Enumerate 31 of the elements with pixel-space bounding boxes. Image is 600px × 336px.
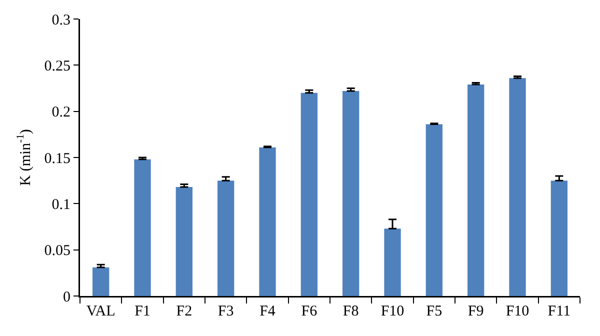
x-tick-label: F10 [506, 304, 530, 320]
x-tick-label: F5 [426, 304, 442, 320]
bar [259, 147, 276, 296]
bar [384, 228, 401, 296]
x-tick-label: F8 [342, 304, 359, 320]
bar [342, 91, 360, 296]
bar [509, 78, 526, 296]
x-tick-label: VAL [86, 304, 116, 320]
bar [176, 187, 192, 296]
x-tick-label: F4 [260, 304, 276, 320]
y-tick-label: 0.15 [44, 150, 70, 167]
x-tick-label: F1 [134, 304, 150, 320]
bar [468, 84, 484, 296]
bar [134, 159, 151, 296]
bar [92, 267, 110, 296]
y-tick-label: 0.3 [52, 12, 70, 28]
x-tick-label: F6 [301, 304, 318, 320]
y-tick-label: 0.2 [52, 104, 70, 121]
x-tick-label: F3 [218, 304, 234, 320]
bar [550, 180, 568, 296]
x-tick-label: F9 [468, 304, 484, 320]
y-tick-label: 0.1 [52, 196, 70, 213]
y-tick-label: 0.25 [44, 58, 70, 74]
x-tick-label: F11 [548, 304, 571, 320]
x-tick-label: F2 [176, 304, 192, 320]
x-tick-label: F10 [380, 304, 404, 320]
y-tick-label: 0.05 [44, 243, 70, 260]
bar [300, 92, 318, 296]
bar [426, 124, 442, 296]
bar [218, 180, 234, 296]
y-tick-label: 0 [63, 289, 70, 306]
